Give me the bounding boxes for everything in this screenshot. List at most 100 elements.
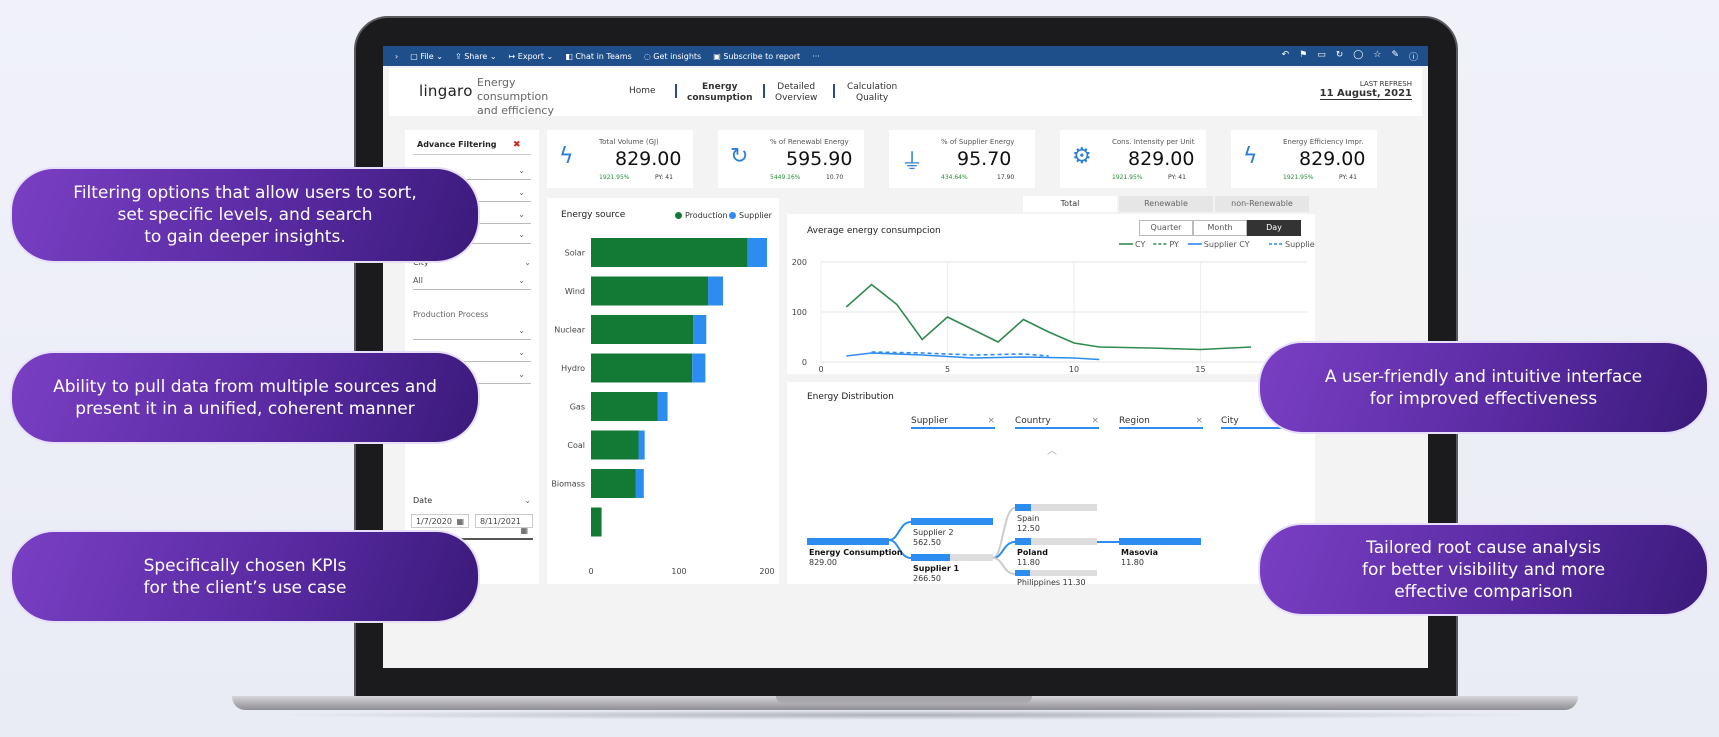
- kpi-previous-year: 10.70: [826, 174, 844, 181]
- y-tick-label: 0: [802, 358, 807, 367]
- filter-dropdown[interactable]: ⌄: [413, 348, 531, 362]
- supplier-1-bar[interactable]: [911, 554, 993, 561]
- level-country[interactable]: Country ×: [1015, 416, 1099, 429]
- filter-dropdown[interactable]: ⌄: [413, 326, 531, 340]
- kpi-value: 595.90: [786, 148, 853, 170]
- masovia-bar[interactable]: [1119, 538, 1201, 545]
- kpi-card[interactable]: ϟ Energy Efficiency Impr. 829.00 1921.95% PY…: [1231, 130, 1377, 188]
- undo-icon[interactable]: ↶: [1281, 49, 1290, 60]
- avg-energy-title: Average energy consumpcion: [807, 226, 941, 236]
- close-icon[interactable]: ×: [987, 416, 995, 426]
- category-label: Solar: [565, 249, 586, 258]
- y-tick-label: 100: [792, 308, 807, 317]
- nav-home[interactable]: Home: [629, 86, 656, 96]
- calendar-icon: ▦: [520, 526, 528, 535]
- energy-consumption-bar[interactable]: [807, 538, 889, 545]
- x-tick-label: 0: [818, 365, 823, 374]
- close-icon[interactable]: ×: [1195, 416, 1203, 426]
- category-label: Nuclear: [554, 326, 586, 335]
- legend-label: PY: [1169, 240, 1179, 249]
- kpi-percent: 5449.16%: [770, 174, 801, 181]
- eraser-icon[interactable]: ✖: [513, 140, 521, 150]
- filter-title: Advance Filtering: [417, 140, 497, 149]
- kpi-label: % of Supplier Energy: [941, 138, 1015, 146]
- bar-production[interactable]: [591, 276, 709, 306]
- period-day[interactable]: Day: [1247, 220, 1301, 236]
- tab-total[interactable]: Total: [1023, 196, 1117, 212]
- bar-production[interactable]: [591, 238, 748, 267]
- kpi-card[interactable]: ⏚ % of Supplier Energy 95.70 434.64% 17.90: [889, 130, 1035, 188]
- city-dropdown[interactable]: All ⌄: [413, 276, 531, 290]
- period-quarter[interactable]: Quarter: [1139, 220, 1193, 236]
- refresh-icon[interactable]: ↻: [1335, 49, 1344, 60]
- kpi-previous-year: 17.90: [997, 174, 1015, 181]
- bar-production[interactable]: [591, 315, 694, 344]
- toolbar-insights[interactable]: ◌ Get insights: [643, 51, 702, 61]
- date-slider[interactable]: [411, 538, 533, 540]
- info-icon[interactable]: ⓘ: [1408, 52, 1418, 63]
- callout-ui: A user-friendly and intuitive interface …: [1258, 341, 1709, 434]
- bar-production[interactable]: [591, 469, 636, 498]
- kpi-card[interactable]: ↻ % of Renewabl Energy 595.90 5449.16% 10.70: [718, 130, 864, 188]
- bar-production[interactable]: [591, 353, 693, 383]
- poland-bar[interactable]: [1015, 538, 1097, 545]
- toolbar-file[interactable]: ▢ File ⌄: [410, 51, 443, 61]
- callout-filtering: Filtering options that allow users to so…: [10, 167, 480, 263]
- level-supplier[interactable]: Supplier ×: [911, 416, 995, 429]
- bar-supplier[interactable]: [693, 315, 707, 344]
- bookmark-icon[interactable]: ⚑: [1299, 49, 1308, 60]
- legend-label: Supplier PY: [1285, 240, 1315, 249]
- toolbar-teams[interactable]: ◧ Chat in Teams: [565, 51, 632, 61]
- toolbar-share[interactable]: ⇪ Share ⌄: [454, 51, 497, 61]
- bar-production[interactable]: [591, 507, 602, 537]
- callout-kpis: Specifically chosen KPIs for the client’…: [10, 530, 480, 623]
- chevron-down-icon[interactable]: ⌄: [524, 496, 531, 505]
- philippines-bar[interactable]: [1015, 570, 1097, 576]
- spain-node: Spain 12.50: [1017, 514, 1040, 533]
- toolbar-more[interactable]: ···: [812, 51, 820, 61]
- close-icon[interactable]: ×: [1091, 416, 1099, 426]
- divider: [413, 154, 531, 155]
- expand-icon[interactable]: ›: [395, 51, 399, 61]
- view-icon[interactable]: ▭: [1317, 49, 1326, 60]
- bar-supplier[interactable]: [708, 276, 723, 306]
- toolbar-export[interactable]: ↦ Export ⌄: [508, 51, 554, 61]
- tab-renewable[interactable]: Renewable: [1119, 196, 1213, 212]
- bolt-icon: ϟ: [559, 144, 574, 169]
- supplier-2-bar[interactable]: [911, 518, 993, 525]
- renew-icon: ↻: [730, 144, 749, 169]
- bar-supplier[interactable]: [635, 469, 644, 498]
- bar-production[interactable]: [591, 392, 658, 421]
- nav-calculation-quality[interactable]: Calculation Quality: [847, 82, 898, 103]
- nav-detailed-overview[interactable]: Detailed Overview: [775, 82, 818, 103]
- level-region[interactable]: Region ×: [1119, 416, 1203, 429]
- bar-supplier[interactable]: [657, 392, 668, 421]
- bar-supplier[interactable]: [638, 430, 645, 460]
- edit-icon[interactable]: ✎: [1391, 49, 1399, 60]
- date-to[interactable]: 8/11/2021 ▦: [475, 514, 533, 535]
- period-month[interactable]: Month: [1193, 220, 1247, 236]
- supplier-2-node: Supplier 2 562.50: [913, 528, 954, 547]
- dashboard-screen: › ▢ File ⌄ ⇪ Share ⌄ ↦ Export ⌄ ◧ Chat i…: [383, 46, 1428, 668]
- masovia-node: Masovia 11.80: [1121, 548, 1158, 567]
- comment-icon[interactable]: ◯: [1353, 49, 1364, 60]
- filter-dropdown[interactable]: ⌄: [413, 166, 531, 180]
- date-from[interactable]: 1/7/2020 ▦: [411, 514, 469, 528]
- bar-supplier[interactable]: [692, 353, 706, 383]
- kpi-card[interactable]: ϟ Total Volume (GJ) 829.00 1921.95% PY: 41: [547, 130, 693, 188]
- bar-production[interactable]: [591, 430, 639, 460]
- bar-supplier[interactable]: [747, 238, 767, 267]
- x-tick-label: 10: [1069, 365, 1079, 374]
- chevron-up-icon[interactable]: ︿: [1047, 446, 1057, 457]
- chevron-down-icon[interactable]: ⌄: [524, 258, 531, 267]
- spain-bar[interactable]: [1015, 504, 1097, 511]
- nav-energy-consumption[interactable]: Energy consumption: [687, 82, 753, 103]
- kpi-card[interactable]: ⚙ Cons. Intensity per Unit 829.00 1921.95% P…: [1060, 130, 1206, 188]
- nav-separator: [833, 84, 835, 98]
- tab-non-renewable[interactable]: non-Renewable: [1215, 196, 1309, 212]
- kpi-percent: 434.64%: [941, 174, 968, 181]
- toolbar-subscribe[interactable]: ▣ Subscribe to report: [713, 51, 801, 61]
- star-icon[interactable]: ☆: [1373, 49, 1382, 60]
- logo: lingaro: [419, 82, 473, 100]
